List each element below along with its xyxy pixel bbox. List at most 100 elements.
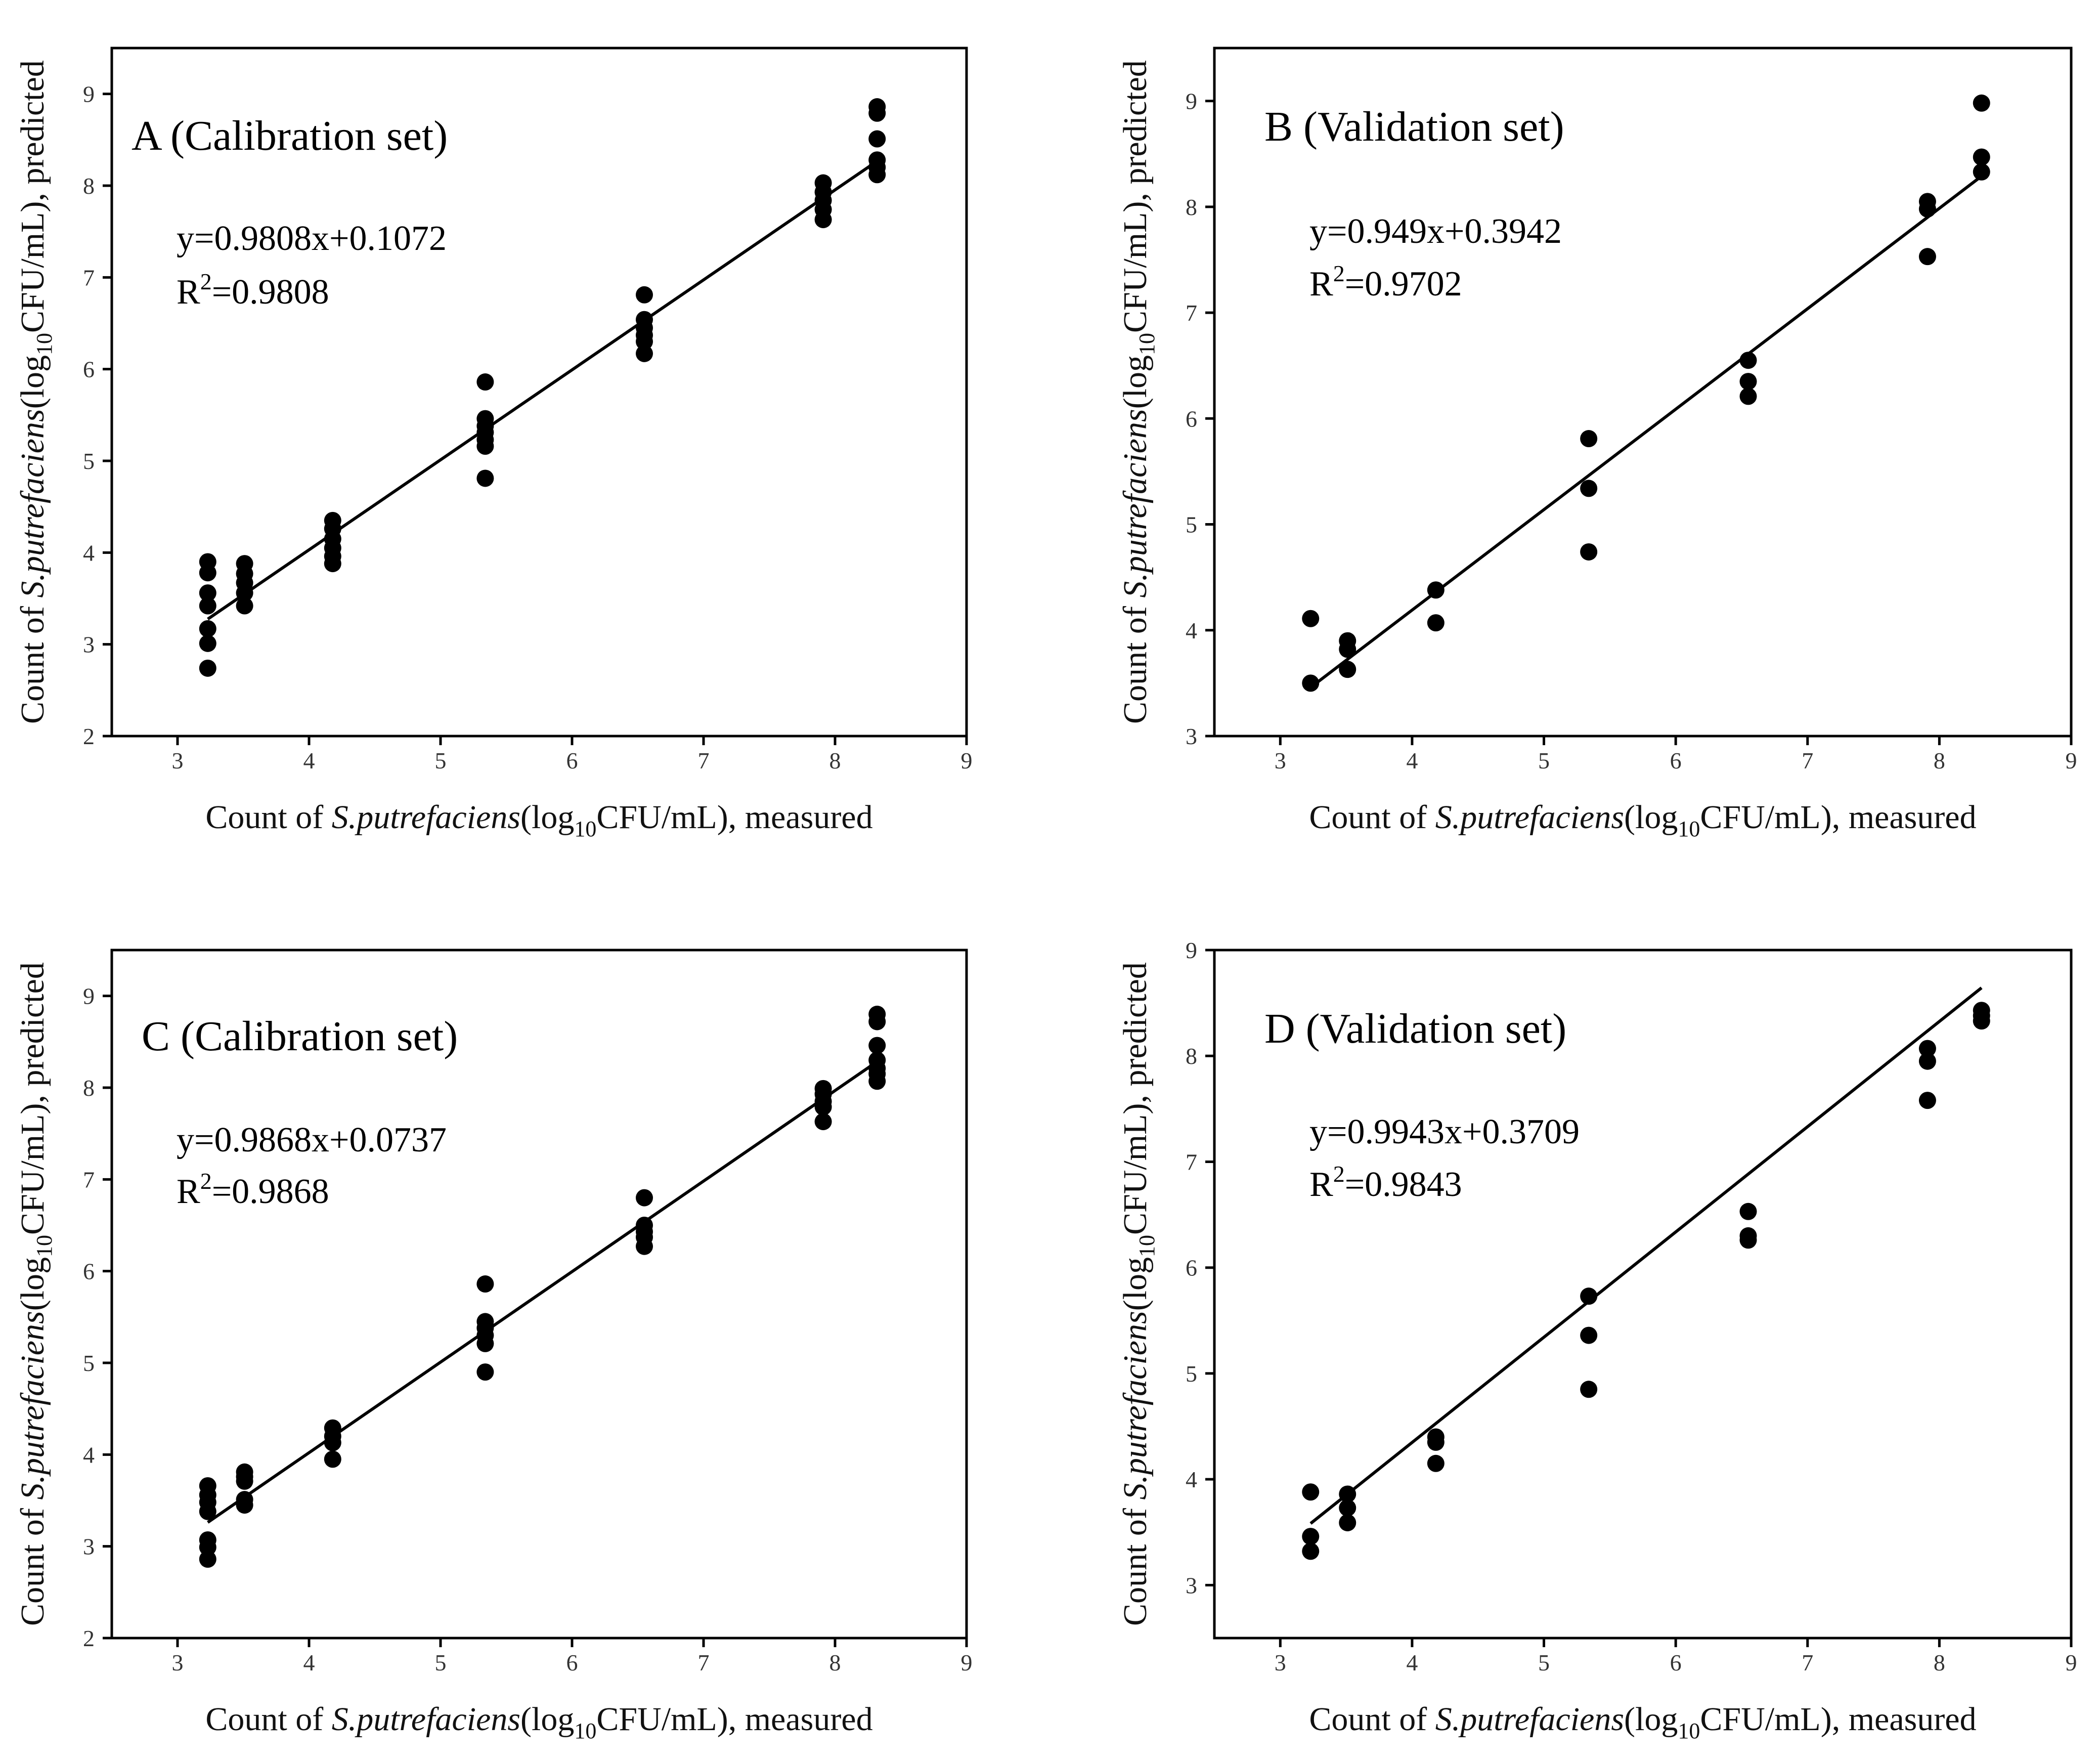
data-point: [1302, 674, 1320, 692]
data-point: [199, 634, 216, 652]
data-point: [1339, 640, 1357, 658]
data-point: [1973, 163, 1990, 181]
data-point: [1580, 1326, 1598, 1344]
y-tick-label: 5: [1186, 1361, 1197, 1387]
data-point: [199, 1538, 216, 1556]
plot-frame: [110, 949, 968, 1640]
x-tick-label: 6: [1670, 1650, 1682, 1676]
y-tick-label: 4: [83, 1442, 95, 1468]
x-tick-label: 7: [698, 1650, 710, 1676]
x-tick-label: 8: [829, 1650, 841, 1676]
data-point: [1427, 581, 1445, 599]
data-point: [868, 130, 886, 148]
data-point: [636, 286, 653, 304]
y-tick-label: 3: [83, 632, 95, 658]
data-point: [1918, 1052, 1936, 1070]
regression-line: [1309, 986, 1983, 1525]
x-tick-label: 5: [1538, 1650, 1550, 1676]
y-tick-label: 9: [1186, 937, 1197, 963]
data-point: [1739, 388, 1757, 405]
y-tick-label: 6: [83, 1259, 95, 1284]
data-point: [1739, 373, 1757, 391]
panel-title: C (Calibration set): [142, 1013, 458, 1060]
x-tick-label: 4: [1406, 748, 1418, 774]
data-point: [1427, 1433, 1445, 1451]
data-point: [868, 1072, 886, 1090]
data-point: [1918, 248, 1936, 266]
x-tick-label: 7: [1802, 1650, 1813, 1676]
data-point: [236, 1472, 253, 1490]
y-axis-label: Count of S.putrefaciens(log10CFU/mL), pr…: [14, 962, 57, 1626]
data-point: [1427, 1454, 1445, 1472]
y-tick-label: 2: [83, 723, 95, 749]
data-point: [1339, 1499, 1357, 1517]
x-tick-label: 6: [566, 1650, 578, 1676]
y-tick-label: 5: [83, 448, 95, 474]
data-point: [324, 1450, 341, 1468]
regression-line: [1309, 175, 1983, 689]
r-squared: R2=0.9868: [177, 1168, 329, 1211]
data-point: [476, 1363, 494, 1381]
data-point: [1302, 1542, 1320, 1560]
data-point: [814, 1113, 832, 1131]
data-point: [868, 1013, 886, 1030]
regression-equation: y=0.9868x+0.0737: [177, 1121, 447, 1159]
y-tick-label: 4: [83, 540, 95, 566]
data-point: [636, 1237, 653, 1255]
data-point: [199, 597, 216, 615]
data-point: [199, 1502, 216, 1520]
x-tick-label: 8: [829, 748, 841, 774]
x-axis-label: Count of S.putrefaciens(log10CFU/mL), me…: [1309, 799, 1976, 841]
data-point: [1580, 1381, 1598, 1398]
data-point: [1580, 1287, 1598, 1305]
data-point: [636, 345, 653, 362]
x-tick-label: 3: [1275, 1650, 1286, 1676]
plot-frame: [110, 47, 968, 738]
data-point: [1339, 1514, 1357, 1531]
data-point: [814, 1098, 832, 1116]
y-tick-label: 7: [1186, 300, 1197, 326]
x-tick-label: 4: [303, 1650, 315, 1676]
y-axis-label: Count of S.putrefaciens(log10CFU/mL), pr…: [1117, 962, 1159, 1626]
x-tick-label: 3: [172, 1650, 184, 1676]
x-tick-label: 4: [303, 748, 315, 774]
y-tick-label: 2: [83, 1625, 95, 1651]
y-tick-label: 8: [1186, 1043, 1197, 1069]
x-axis-label: Count of S.putrefaciens(log10CFU/mL), me…: [205, 799, 872, 841]
x-tick-label: 8: [1934, 1650, 1945, 1676]
x-axis-label: Count of S.putrefaciens(log10CFU/mL), me…: [205, 1701, 872, 1743]
data-point: [1739, 352, 1757, 369]
data-point: [868, 166, 886, 184]
data-point: [1739, 1202, 1757, 1220]
y-tick-label: 9: [83, 983, 95, 1009]
chart-panel-c: 3 4 5 6 7 8 9 2 3 4 5 6 7 8 9 Count of S.putrefaciens(l…: [14, 949, 973, 1743]
y-tick-label: 9: [83, 81, 95, 107]
data-point: [1302, 610, 1320, 627]
data-point: [476, 373, 494, 391]
regression-equation: y=0.9808x+0.1072: [177, 219, 447, 258]
data-point: [636, 333, 653, 351]
data-point: [1339, 661, 1357, 678]
chart-panel-b: 3 4 5 6 7 8 9 3 4 5 6 7 8 9 Count of S.putrefaciens(lo…: [1117, 47, 2077, 841]
data-point: [1339, 1485, 1357, 1503]
regression-line: [207, 160, 878, 621]
x-tick-label: 6: [1670, 748, 1682, 774]
y-tick-label: 8: [1186, 194, 1197, 220]
data-point: [236, 1496, 253, 1514]
data-point: [199, 1551, 216, 1568]
data-point: [324, 555, 341, 573]
regression-line: [207, 1060, 878, 1524]
data-point: [199, 584, 216, 602]
x-tick-label: 5: [1538, 748, 1550, 774]
data-point: [236, 597, 253, 615]
panel-title: B (Validation set): [1264, 103, 1564, 150]
data-point: [1973, 1012, 1990, 1030]
x-tick-label: 3: [1275, 748, 1286, 774]
y-tick-label: 7: [83, 265, 95, 290]
plot-frame: [1213, 47, 2073, 738]
y-tick-label: 6: [1186, 406, 1197, 432]
data-point: [814, 211, 832, 229]
y-tick-label: 3: [83, 1534, 95, 1560]
regression-equation: y=0.9943x+0.3709: [1309, 1112, 1580, 1151]
